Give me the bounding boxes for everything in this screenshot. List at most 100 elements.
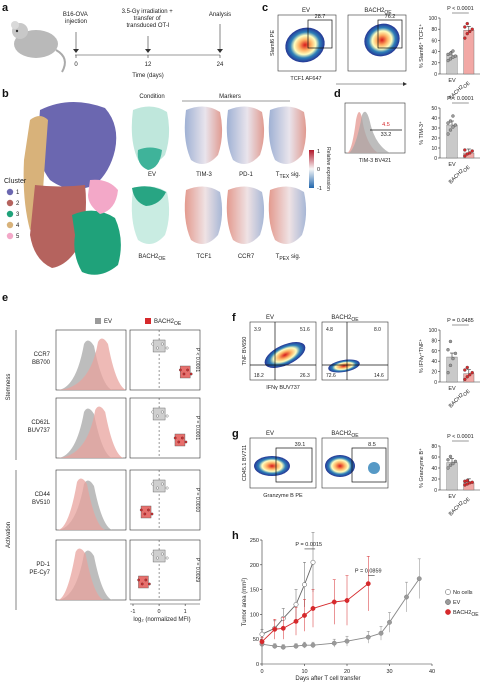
bar-ylabel: % TIM-3⁺ <box>418 121 425 145</box>
cluster-swatch <box>6 232 14 240</box>
data-point <box>173 436 177 440</box>
data-point <box>156 486 159 490</box>
y-tick-label: 200 <box>250 563 259 569</box>
flow-xlabel: TCF1 AF647 <box>290 76 321 82</box>
x-tick-label: 20 <box>344 669 350 675</box>
flow-density <box>325 455 355 477</box>
gate-box <box>377 19 403 49</box>
legend-marker <box>445 589 451 595</box>
panel-b: b Cluster 1 2 3 4 5 Condition Markers EV TIM… <box>2 88 331 275</box>
data-point <box>181 436 184 440</box>
box-bach2 <box>174 433 186 447</box>
data-point <box>365 634 371 640</box>
marker-name: CD44 <box>35 492 51 498</box>
legend-label-ev: EV <box>104 319 112 325</box>
marker-fluor: BUV737 <box>28 428 51 434</box>
colorbar-tick: 1 <box>317 149 320 155</box>
p-value: P = 0.0029 <box>194 558 200 582</box>
data-point <box>470 27 474 31</box>
plot-title-ev: EV <box>266 431 274 437</box>
panel-d: d 4.5 33.2 TIM-3 BV421 0 10 20 30 40 50 P < 0.… <box>334 88 480 186</box>
data-point <box>165 346 169 350</box>
data-point <box>463 368 467 372</box>
data-point <box>453 351 458 356</box>
y-tick-label: 100 <box>429 16 438 22</box>
data-point <box>446 132 450 136</box>
data-point <box>451 356 455 361</box>
data-point <box>184 440 188 444</box>
quad-value: 72.6 <box>326 373 336 379</box>
legend-swatch-ev <box>95 318 101 324</box>
box-panel <box>129 539 201 601</box>
p-value: P = 0.0001 <box>194 416 200 440</box>
quad-value: 3.9 <box>254 327 261 333</box>
data-point <box>151 482 155 486</box>
histogram-bach2 <box>58 406 124 458</box>
data-point <box>310 642 316 648</box>
tick-label: 12 <box>145 62 152 68</box>
data-point <box>378 630 384 636</box>
data-point <box>151 410 155 414</box>
y-tick-label: 80 <box>431 27 437 33</box>
data-point <box>451 49 455 53</box>
data-point <box>151 342 155 346</box>
data-point <box>453 54 458 58</box>
legend-marker <box>445 609 451 615</box>
data-point <box>465 365 469 370</box>
y-tick-label: 0 <box>256 662 259 668</box>
quad-value: 18.2 <box>254 373 264 379</box>
data-point <box>451 461 455 466</box>
y-tick-label: 20 <box>431 136 437 142</box>
panel-letter-a: a <box>2 2 9 14</box>
y-tick-label: 60 <box>431 455 437 461</box>
plot-title-bach2: BACH2OE <box>331 431 359 439</box>
data-point <box>151 552 155 556</box>
umap-clusters <box>23 101 121 275</box>
data-point <box>310 605 316 611</box>
data-point <box>280 625 286 631</box>
legend-label: BACH2OE <box>453 610 479 618</box>
group-label: EV <box>448 494 456 500</box>
data-point <box>387 619 392 625</box>
p-value: P = 0.0015 <box>295 542 322 548</box>
data-point <box>310 559 316 565</box>
umap-condition-bach2 <box>131 186 170 244</box>
box-panel <box>129 469 201 531</box>
umap-marker-tcf1 <box>184 186 223 244</box>
y-tick-label: 20 <box>431 477 437 483</box>
data-point <box>463 25 467 29</box>
data-point <box>446 348 450 352</box>
hist-value-bach2: 4.5 <box>382 122 390 128</box>
h-xlabel: Days after T cell transfer <box>295 676 360 682</box>
panel-a: a B16-OVA injection 3.5-Gy irradiation +… <box>2 2 231 79</box>
data-point <box>165 414 169 418</box>
flow-xlabel: IFNγ BUV737 <box>266 385 300 391</box>
data-point <box>448 57 453 61</box>
legend-marker <box>445 599 451 605</box>
data-point <box>182 372 186 376</box>
quad-value: 8.0 <box>374 327 381 333</box>
data-point <box>463 377 467 382</box>
y-tick-label: 40 <box>431 50 437 56</box>
flow-ylabel: CD45.1 BV711 <box>242 445 248 481</box>
gate-value: 39.1 <box>295 442 306 448</box>
flow-ylabel: Slamf6 PE <box>270 30 276 56</box>
box-panel <box>129 329 201 391</box>
umap-condition-ev <box>131 106 170 170</box>
data-point <box>344 638 350 644</box>
gate-box <box>275 447 313 483</box>
flow-density <box>328 359 360 373</box>
data-point <box>160 342 164 346</box>
panel-letter-c: c <box>262 2 268 14</box>
x-tick-label: 1 <box>184 609 187 615</box>
colorbar-tick: -1 <box>317 186 322 192</box>
data-point <box>344 598 350 603</box>
y-tick-label: 50 <box>253 637 259 643</box>
umap-label-tcf1: TCF1 <box>197 254 213 260</box>
tick-label: 0 <box>74 62 78 68</box>
data-point <box>470 149 474 153</box>
bar-ylabel: % Slamf6⁺ TCF1⁺ <box>418 24 425 69</box>
data-point <box>453 123 458 127</box>
